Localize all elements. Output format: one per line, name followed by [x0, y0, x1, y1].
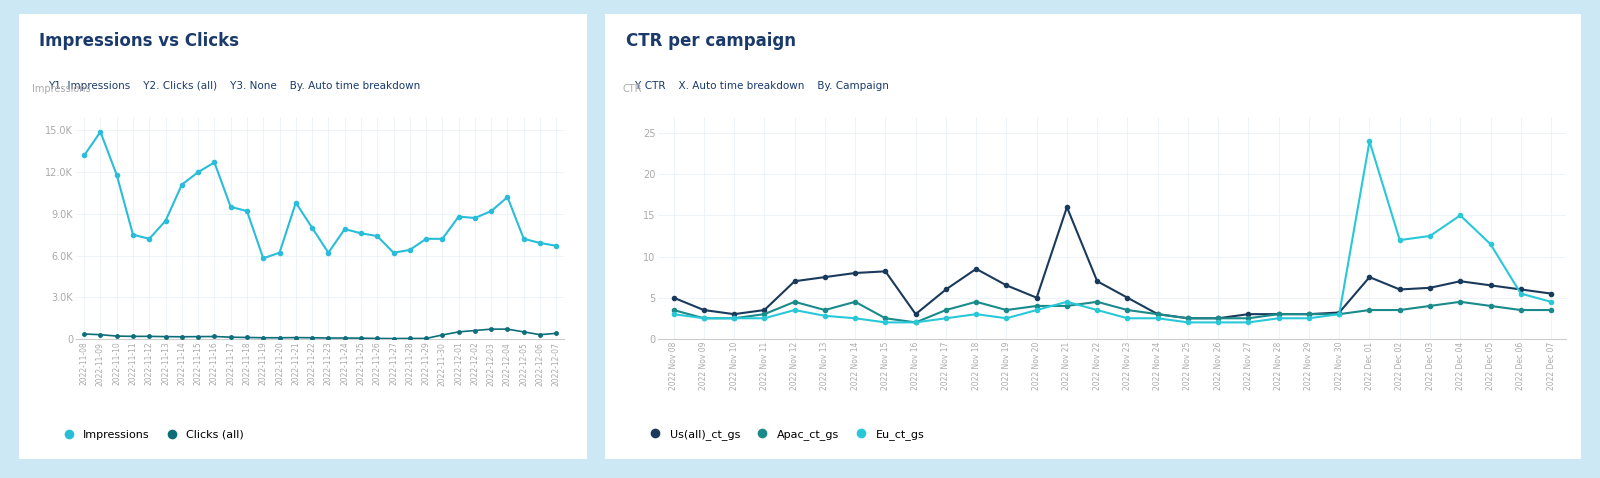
Text: Y. CTR    X. Auto time breakdown    By. Campaign: Y. CTR X. Auto time breakdown By. Campai… — [634, 81, 890, 91]
Legend: Impressions, Clicks (all): Impressions, Clicks (all) — [53, 425, 248, 445]
Text: Impressions: Impressions — [32, 84, 91, 94]
Text: CTR: CTR — [622, 84, 642, 94]
Text: CTR per campaign: CTR per campaign — [626, 32, 797, 50]
Text: Impressions vs Clicks: Impressions vs Clicks — [38, 32, 238, 50]
Legend: Us(all)_ct_gs, Apac_ct_gs, Eu_ct_gs: Us(all)_ct_gs, Apac_ct_gs, Eu_ct_gs — [640, 424, 928, 445]
Text: Y1. Impressions    Y2. Clicks (all)    Y3. None    By. Auto time breakdown: Y1. Impressions Y2. Clicks (all) Y3. Non… — [48, 81, 419, 91]
